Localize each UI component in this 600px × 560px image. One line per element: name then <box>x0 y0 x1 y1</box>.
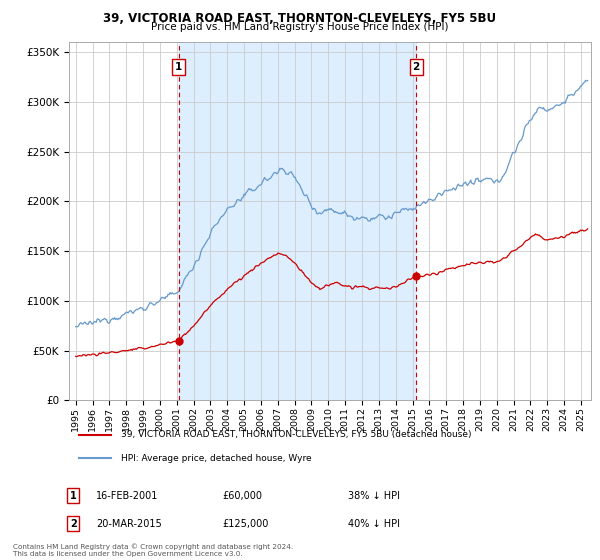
Text: Contains HM Land Registry data © Crown copyright and database right 2024.
This d: Contains HM Land Registry data © Crown c… <box>13 544 293 557</box>
Text: 1: 1 <box>175 62 182 72</box>
Text: 39, VICTORIA ROAD EAST, THORNTON-CLEVELEYS, FY5 5BU: 39, VICTORIA ROAD EAST, THORNTON-CLEVELE… <box>103 12 497 25</box>
Bar <box>179 42 416 400</box>
Text: 1: 1 <box>70 491 77 501</box>
Text: 38% ↓ HPI: 38% ↓ HPI <box>348 491 400 501</box>
Text: £125,000: £125,000 <box>222 519 268 529</box>
Text: 2: 2 <box>412 62 419 72</box>
Text: 16-FEB-2001: 16-FEB-2001 <box>96 491 158 501</box>
Text: 20-MAR-2015: 20-MAR-2015 <box>96 519 162 529</box>
Text: Price paid vs. HM Land Registry's House Price Index (HPI): Price paid vs. HM Land Registry's House … <box>151 22 449 32</box>
Text: 2: 2 <box>70 519 77 529</box>
Text: 39, VICTORIA ROAD EAST, THORNTON-CLEVELEYS, FY5 5BU (detached house): 39, VICTORIA ROAD EAST, THORNTON-CLEVELE… <box>121 431 472 440</box>
Text: 40% ↓ HPI: 40% ↓ HPI <box>348 519 400 529</box>
Text: HPI: Average price, detached house, Wyre: HPI: Average price, detached house, Wyre <box>121 454 312 463</box>
Text: £60,000: £60,000 <box>222 491 262 501</box>
